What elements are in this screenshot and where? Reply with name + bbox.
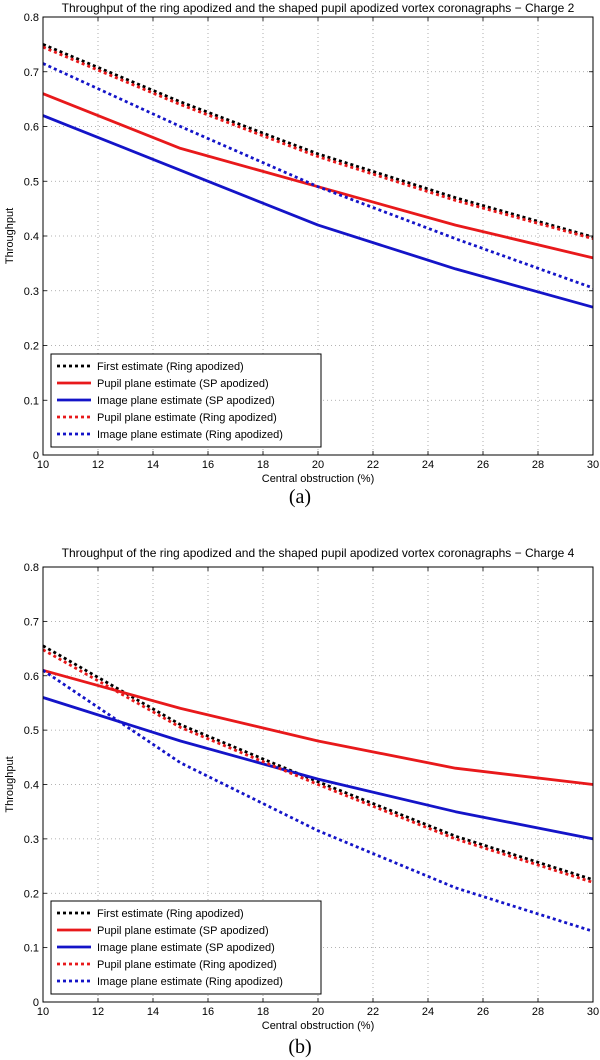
series-line-2 bbox=[42, 668, 594, 786]
grid bbox=[43, 567, 593, 1002]
chart-charge-4: Throughput of the ring apodized and the … bbox=[4, 546, 599, 1032]
legend-label-5: Image plane estimate (Ring apodized) bbox=[97, 429, 283, 441]
x-tick-label: 20 bbox=[312, 459, 324, 471]
x-tick-label: 30 bbox=[587, 1006, 599, 1018]
legend-label-2: Pupil plane estimate (SP apodized) bbox=[97, 925, 269, 937]
panel-label-b: (b) bbox=[288, 1036, 312, 1058]
series-line-5 bbox=[42, 62, 594, 290]
x-axis-label: Central obstruction (%) bbox=[262, 473, 375, 485]
x-tick-label: 30 bbox=[587, 459, 599, 471]
x-tick-label: 10 bbox=[37, 1006, 49, 1018]
y-axis-label: Throughput bbox=[4, 756, 16, 812]
legend-label-5: Image plane estimate (Ring apodized) bbox=[97, 976, 283, 988]
x-axis-label: Central obstruction (%) bbox=[262, 1020, 375, 1032]
x-tick-label: 12 bbox=[92, 1006, 104, 1018]
x-tick-label: 24 bbox=[422, 1006, 434, 1018]
legend-label-4: Pupil plane estimate (Ring apodized) bbox=[97, 959, 277, 971]
x-tick-label: 28 bbox=[532, 459, 544, 471]
series-group bbox=[42, 43, 594, 309]
x-tick-label: 14 bbox=[147, 1006, 159, 1018]
series-line-3 bbox=[42, 114, 594, 309]
y-tick-label: 0.8 bbox=[24, 562, 39, 574]
y-tick-label: 0.5 bbox=[24, 176, 39, 188]
x-tick-label: 18 bbox=[257, 1006, 269, 1018]
x-tick-label: 12 bbox=[92, 459, 104, 471]
y-tick-label: 0.7 bbox=[24, 616, 39, 628]
panel-label-a: (a) bbox=[288, 486, 312, 508]
legend-box bbox=[50, 900, 322, 995]
x-tick-label: 20 bbox=[312, 1006, 324, 1018]
y-axis-label: Throughput bbox=[4, 208, 16, 264]
chart-title: Throughput of the ring apodized and the … bbox=[62, 1, 575, 15]
series-line-4 bbox=[42, 648, 594, 884]
legend-label-1: First estimate (Ring apodized) bbox=[97, 908, 244, 920]
legend-label-3: Image plane estimate (SP apodized) bbox=[97, 395, 275, 407]
y-tick-label: 0.1 bbox=[24, 943, 39, 955]
series-line-1 bbox=[42, 43, 594, 239]
x-tick-label: 22 bbox=[367, 459, 379, 471]
y-tick-label: 0 bbox=[33, 997, 39, 1009]
x-tick-label: 16 bbox=[202, 1006, 214, 1018]
series-line-5 bbox=[42, 669, 594, 933]
x-tick-label: 26 bbox=[477, 1006, 489, 1018]
x-tick-label: 22 bbox=[367, 1006, 379, 1018]
y-tick-label: 0.4 bbox=[24, 231, 39, 243]
y-tick-label: 0.2 bbox=[24, 341, 39, 353]
y-tick-label: 0.5 bbox=[24, 725, 39, 737]
x-tick-label: 24 bbox=[422, 459, 434, 471]
legend-box bbox=[50, 353, 322, 448]
y-tick-label: 0.3 bbox=[24, 834, 39, 846]
y-tick-label: 0 bbox=[33, 450, 39, 462]
legend-label-2: Pupil plane estimate (SP apodized) bbox=[97, 378, 269, 390]
legend-label-3: Image plane estimate (SP apodized) bbox=[97, 942, 275, 954]
x-tick-label: 14 bbox=[147, 459, 159, 471]
y-tick-label: 0.4 bbox=[24, 780, 39, 792]
series-line-3 bbox=[42, 696, 594, 841]
x-tick-label: 16 bbox=[202, 459, 214, 471]
y-tick-label: 0.3 bbox=[24, 286, 39, 298]
y-tick-label: 0.7 bbox=[24, 67, 39, 79]
x-tick-label: 26 bbox=[477, 459, 489, 471]
plot-frame bbox=[42, 566, 594, 1003]
x-tick-label: 18 bbox=[257, 459, 269, 471]
y-tick-label: 0.2 bbox=[24, 888, 39, 900]
x-tick-label: 10 bbox=[37, 459, 49, 471]
y-tick-label: 0.6 bbox=[24, 122, 39, 134]
series-line-1 bbox=[42, 644, 594, 882]
y-tick-label: 0.8 bbox=[24, 12, 39, 24]
y-tick-label: 0.6 bbox=[24, 671, 39, 683]
plot-frame bbox=[42, 16, 594, 456]
legend-label-4: Pupil plane estimate (Ring apodized) bbox=[97, 412, 277, 424]
chart-title: Throughput of the ring apodized and the … bbox=[62, 546, 575, 560]
legend: First estimate (Ring apodized) Pupil plan… bbox=[50, 353, 322, 448]
legend: First estimate (Ring apodized) Pupil plan… bbox=[50, 900, 322, 995]
legend-label-1: First estimate (Ring apodized) bbox=[97, 361, 244, 373]
series-line-4 bbox=[42, 45, 594, 241]
y-tick-label: 0.1 bbox=[24, 395, 39, 407]
series-group bbox=[42, 644, 594, 933]
x-tick-label: 28 bbox=[532, 1006, 544, 1018]
chart-charge-2: Throughput of the ring apodized and the … bbox=[4, 1, 599, 485]
